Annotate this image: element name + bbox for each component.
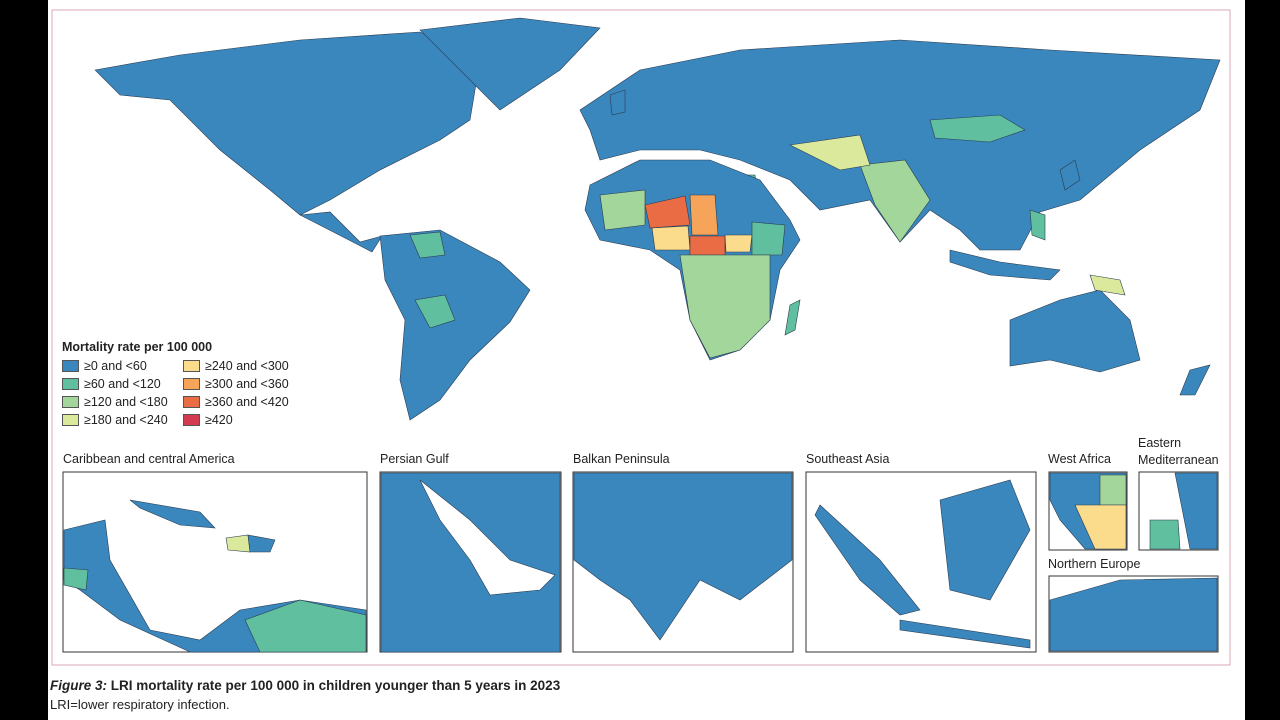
sahel-west (599, 189, 646, 231)
ethiopia (751, 221, 786, 256)
caption-text: LRI mortality rate per 100 000 in childr… (110, 678, 561, 693)
legend-label: ≥300 and <360 (205, 377, 289, 391)
philippines (1029, 209, 1046, 241)
legend-label: ≥180 and <240 (84, 413, 168, 427)
legend-item: ≥420 (183, 413, 233, 427)
note: LRI=lower respiratory infection. (50, 697, 230, 712)
japan (1059, 159, 1081, 191)
legend-label: ≥120 and <180 (84, 395, 168, 409)
inset-title: Caribbean and central America (63, 452, 235, 466)
legend-label: ≥420 (205, 413, 233, 427)
legend-swatch (183, 360, 200, 372)
bolivia (414, 294, 456, 329)
legend-item: ≥0 and <60 (62, 359, 147, 373)
legend-label: ≥360 and <420 (205, 395, 289, 409)
legend-swatch (183, 414, 200, 426)
central-america (298, 211, 383, 253)
mongolia (929, 114, 1026, 143)
legend-item: ≥120 and <180 (62, 395, 168, 409)
inset-title: Southeast Asia (806, 452, 890, 466)
legend-label: ≥240 and <300 (205, 359, 289, 373)
legend-item: ≥60 and <120 (62, 377, 161, 391)
south-america (379, 229, 531, 421)
legend-swatch (183, 378, 200, 390)
inset-title: Northern Europe (1048, 557, 1141, 571)
legend-swatch (62, 396, 79, 408)
north-america (94, 31, 481, 216)
inset-title: Persian Gulf (380, 452, 449, 466)
car (689, 235, 726, 256)
legend-label: ≥60 and <120 (84, 377, 161, 391)
madagascar (784, 299, 801, 336)
greenland (419, 17, 601, 111)
legend-label: ≥0 and <60 (84, 359, 147, 373)
caption: Figure 3: LRI mortality rate per 100 000… (50, 678, 560, 693)
chad (689, 194, 719, 236)
world-map (94, 17, 1221, 421)
australia (1009, 289, 1141, 373)
inset-title: West Africa (1048, 452, 1111, 466)
venezuela (409, 231, 446, 259)
nigeria (651, 225, 691, 251)
legend-item: ≥240 and <300 (183, 359, 289, 373)
niger (644, 195, 691, 229)
caption-label: Figure 3: (50, 678, 108, 693)
south-sudan (724, 234, 753, 253)
new-zealand (1179, 364, 1211, 396)
inset-title: Eastern Mediterranean (1138, 436, 1219, 467)
eurasia (579, 39, 1221, 251)
central-asia (789, 134, 871, 171)
legend-item: ≥360 and <420 (183, 395, 289, 409)
papua-new-guinea (1089, 274, 1126, 296)
legend-swatch (62, 414, 79, 426)
uk (609, 89, 626, 116)
indonesia (949, 249, 1061, 281)
central-southern-africa (679, 254, 771, 359)
legend-swatch (62, 378, 79, 390)
legend-item: ≥180 and <240 (62, 413, 168, 427)
legend-swatch (183, 396, 200, 408)
inset-maps (63, 472, 1218, 653)
legend-title: Mortality rate per 100 000 (62, 340, 213, 354)
inset-title: Balkan Peninsula (573, 452, 670, 466)
figure-frame (51, 9, 1231, 666)
legend-item: ≥300 and <360 (183, 377, 289, 391)
india (859, 159, 931, 243)
legend-swatch (62, 360, 79, 372)
